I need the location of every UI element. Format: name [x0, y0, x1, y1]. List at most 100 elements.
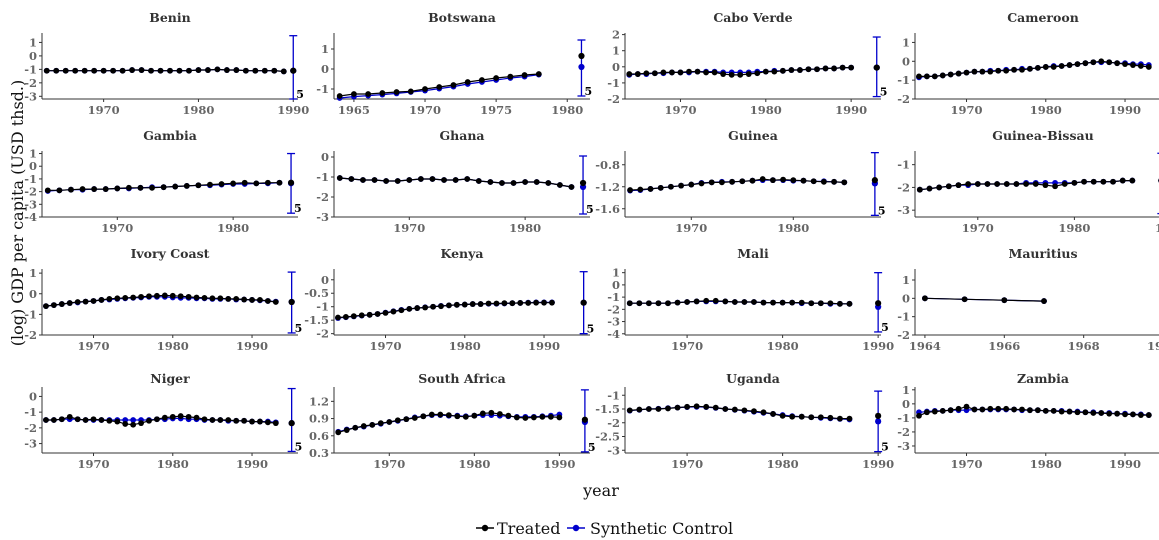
treated-point — [965, 181, 971, 187]
treated-point — [412, 415, 418, 421]
treated-point — [178, 293, 184, 299]
treated-point — [771, 69, 777, 75]
treated-point — [994, 181, 1000, 187]
treated-point — [202, 416, 208, 422]
x-tick-label: 1980 — [157, 457, 189, 471]
treated-point — [808, 300, 814, 306]
treated-point — [215, 66, 221, 72]
treated-point — [335, 429, 341, 435]
panel-benin: Benin10-1-2-31970 1980 19905 — [24, 10, 309, 117]
interval-label: 5 — [880, 86, 888, 99]
treated-point — [827, 415, 833, 421]
treated-point — [395, 417, 401, 423]
x-tick-label: 1990 — [277, 103, 309, 117]
treated-point — [1019, 67, 1025, 73]
y-tick-label: 2 — [612, 28, 620, 42]
treated-point — [841, 179, 847, 185]
treated-point — [811, 178, 817, 184]
treated-point — [936, 185, 942, 191]
y-tick-label: 1 — [29, 266, 37, 280]
treated-line — [630, 301, 850, 304]
treated-point — [732, 407, 738, 413]
treated-point — [82, 68, 88, 74]
treated-point — [665, 406, 671, 412]
treated-point — [281, 68, 287, 74]
treated-point — [122, 421, 128, 427]
treated-point — [522, 72, 528, 78]
treated-point — [72, 68, 78, 74]
treated-point — [217, 295, 223, 301]
treated-point — [847, 416, 853, 422]
treated-point — [253, 180, 259, 186]
treated-point — [637, 187, 643, 193]
treated-point — [395, 178, 401, 184]
treated-point — [837, 416, 843, 422]
treated-estimate-point — [578, 53, 584, 59]
treated-point — [1146, 412, 1152, 418]
treated-point — [975, 181, 981, 187]
y-tick-label: -1 — [607, 76, 620, 90]
treated-point — [694, 298, 700, 304]
treated-point — [106, 296, 112, 302]
treated-line — [630, 406, 850, 418]
treated-point — [1004, 181, 1010, 187]
y-tick-label: -1.2 — [595, 180, 620, 194]
treated-point — [1114, 411, 1120, 417]
treated-point — [514, 415, 520, 421]
y-tick-label: -2 — [316, 190, 329, 204]
treated-point — [1052, 183, 1058, 189]
treated-point — [729, 179, 735, 185]
panel-mauritius: Mauritius10-1-219641966196819705 — [897, 246, 1159, 353]
treated-point — [59, 301, 65, 307]
treated-point — [379, 90, 385, 96]
treated-point — [818, 300, 824, 306]
y-tick-label: 0 — [321, 273, 329, 287]
treated-point — [207, 182, 213, 188]
y-tick-label: -1 — [316, 170, 329, 184]
treated-point — [441, 177, 447, 183]
treated-point — [1075, 409, 1081, 415]
x-tick-label: 1970 — [101, 221, 133, 235]
interval-label: 5 — [584, 85, 592, 98]
y-tick-label: 0 — [321, 62, 329, 76]
treated-point — [146, 418, 152, 424]
y-tick-label: -1.5 — [304, 313, 329, 327]
treated-point — [170, 293, 176, 299]
treated-point — [739, 178, 745, 184]
treated-point — [652, 70, 658, 76]
treated-point — [361, 423, 367, 429]
y-tick-label: -1 — [24, 405, 37, 419]
treated-point — [351, 313, 357, 319]
treated-point — [265, 419, 271, 425]
treated-point — [675, 300, 681, 306]
panel-gambia: Gambia10-1-2-3-41970 19805 — [24, 128, 301, 235]
x-tick-label: 1980 — [767, 339, 799, 353]
x-tick-label: 1980 — [217, 221, 249, 235]
treated-point — [386, 419, 392, 425]
treated-point — [684, 404, 690, 410]
treated-point — [1011, 67, 1017, 73]
treated-point — [252, 68, 258, 74]
treated-point — [646, 406, 652, 412]
treated-point — [627, 407, 633, 413]
treated-point — [233, 296, 239, 302]
treated-point — [940, 408, 946, 414]
treated-point — [545, 180, 551, 186]
treated-point — [713, 298, 719, 304]
treated-point — [979, 407, 985, 413]
treated-point — [63, 68, 69, 74]
interval-label: 5 — [586, 203, 594, 216]
panel-cabo-verde: Cabo Verde 2 1 0 -1 -2 1970 1980 1990 5 — [607, 10, 887, 117]
treated-point — [924, 409, 930, 415]
treated-point — [51, 417, 57, 423]
treated-point — [129, 67, 135, 73]
treated-point — [1122, 61, 1128, 67]
treated-point — [369, 422, 375, 428]
treated-point — [51, 302, 57, 308]
treated-point — [465, 79, 471, 85]
x-tick-label: 1990 — [236, 339, 268, 353]
y-tick-label: -1 — [897, 411, 910, 425]
x-tick-label: 1980 — [767, 457, 799, 471]
treated-point — [669, 70, 675, 76]
